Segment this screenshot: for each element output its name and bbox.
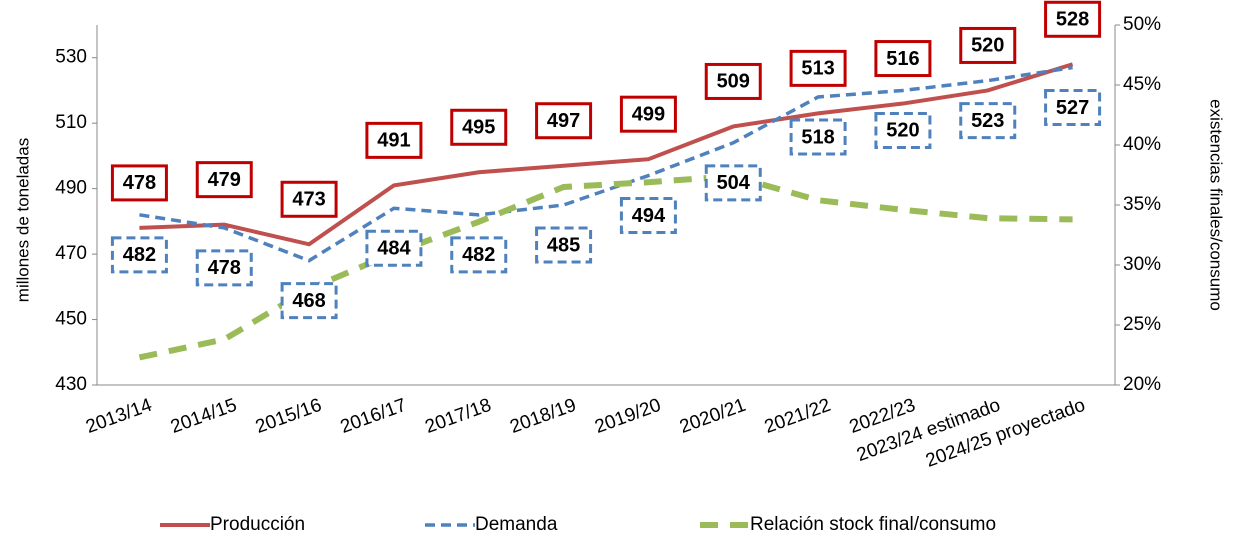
series-line — [139, 65, 1073, 263]
value-label-box — [280, 282, 338, 320]
value-label: 495 — [462, 117, 495, 139]
value-label-box — [110, 236, 168, 274]
value-label: 499 — [632, 103, 665, 125]
value-label-box — [280, 180, 338, 218]
value-label-box — [365, 229, 423, 267]
value-label: 513 — [801, 58, 834, 80]
value-label-box — [1044, 89, 1102, 127]
value-label-box — [959, 102, 1017, 140]
x-tick-label: 2021/22 — [762, 395, 834, 438]
value-label: 478 — [123, 172, 156, 194]
y-axis-label: millones de toneladas — [13, 138, 32, 302]
value-label-box — [110, 164, 168, 202]
value-label: 473 — [292, 189, 325, 211]
value-label: 485 — [547, 234, 580, 256]
legend-label: Relación stock final/consumo — [750, 514, 996, 535]
value-label: 523 — [971, 110, 1004, 132]
x-tick-label: 2019/20 — [592, 395, 664, 438]
value-label: 484 — [377, 238, 411, 260]
x-tick-label: 2016/17 — [338, 395, 410, 438]
value-label-box — [704, 62, 762, 100]
value-label: 491 — [377, 130, 410, 152]
legend-label: Demanda — [475, 514, 558, 535]
y2-axis-label: existencias finales/consumo — [1207, 99, 1226, 311]
value-label-box — [535, 226, 593, 264]
value-label: 527 — [1056, 97, 1089, 119]
value-label-box — [450, 108, 508, 146]
series-line — [138, 173, 1073, 361]
value-label: 518 — [801, 126, 834, 148]
y2-tick-label: 35% — [1123, 194, 1161, 215]
value-label: 468 — [292, 290, 325, 312]
value-label: 494 — [632, 205, 666, 227]
y2-tick-label: 40% — [1123, 134, 1161, 155]
value-label-box — [195, 249, 253, 287]
legend-label: Producción — [210, 514, 305, 535]
y-tick-label: 470 — [55, 243, 87, 264]
y-tick-label: 430 — [55, 374, 87, 395]
x-tick-label: 2015/16 — [253, 395, 325, 438]
value-label-box — [959, 26, 1017, 64]
y2-tick-label: 50% — [1123, 14, 1161, 35]
y-tick-label: 530 — [55, 47, 87, 68]
y-tick-label: 450 — [55, 309, 87, 330]
value-label-box — [1044, 0, 1102, 38]
value-label: 479 — [208, 169, 241, 191]
value-label-box — [619, 197, 677, 235]
value-label-box — [874, 40, 932, 78]
y2-tick-label: 25% — [1123, 314, 1161, 335]
value-label-box — [195, 161, 253, 199]
value-label: 516 — [886, 48, 919, 70]
y-tick-label: 490 — [55, 178, 87, 199]
value-label-box — [704, 164, 762, 202]
x-tick-label: 2014/15 — [168, 395, 240, 438]
series-line — [139, 62, 1074, 247]
value-label-box — [789, 49, 847, 87]
y-tick-label: 510 — [55, 112, 87, 133]
value-label: 482 — [123, 244, 156, 266]
x-tick-label: 2020/21 — [677, 395, 749, 438]
y2-tick-label: 20% — [1123, 374, 1161, 395]
value-label-box — [450, 236, 508, 274]
value-label-box — [535, 102, 593, 140]
value-label: 497 — [547, 110, 580, 132]
value-label-box — [619, 95, 677, 133]
value-label-box — [365, 121, 423, 159]
x-tick-label: 2018/19 — [507, 395, 579, 438]
value-label: 478 — [208, 257, 241, 279]
value-label: 520 — [886, 120, 919, 142]
y2-tick-label: 30% — [1123, 254, 1161, 275]
value-label: 528 — [1056, 9, 1089, 31]
value-label: 504 — [717, 172, 751, 194]
x-tick-label: 2017/18 — [422, 395, 494, 438]
value-label-box — [789, 118, 847, 156]
y2-tick-label: 45% — [1123, 74, 1161, 95]
value-label-box — [874, 111, 932, 149]
x-tick-label: 2013/14 — [83, 395, 155, 438]
value-label: 520 — [971, 35, 1004, 57]
value-label: 482 — [462, 244, 495, 266]
value-label: 509 — [717, 71, 750, 93]
